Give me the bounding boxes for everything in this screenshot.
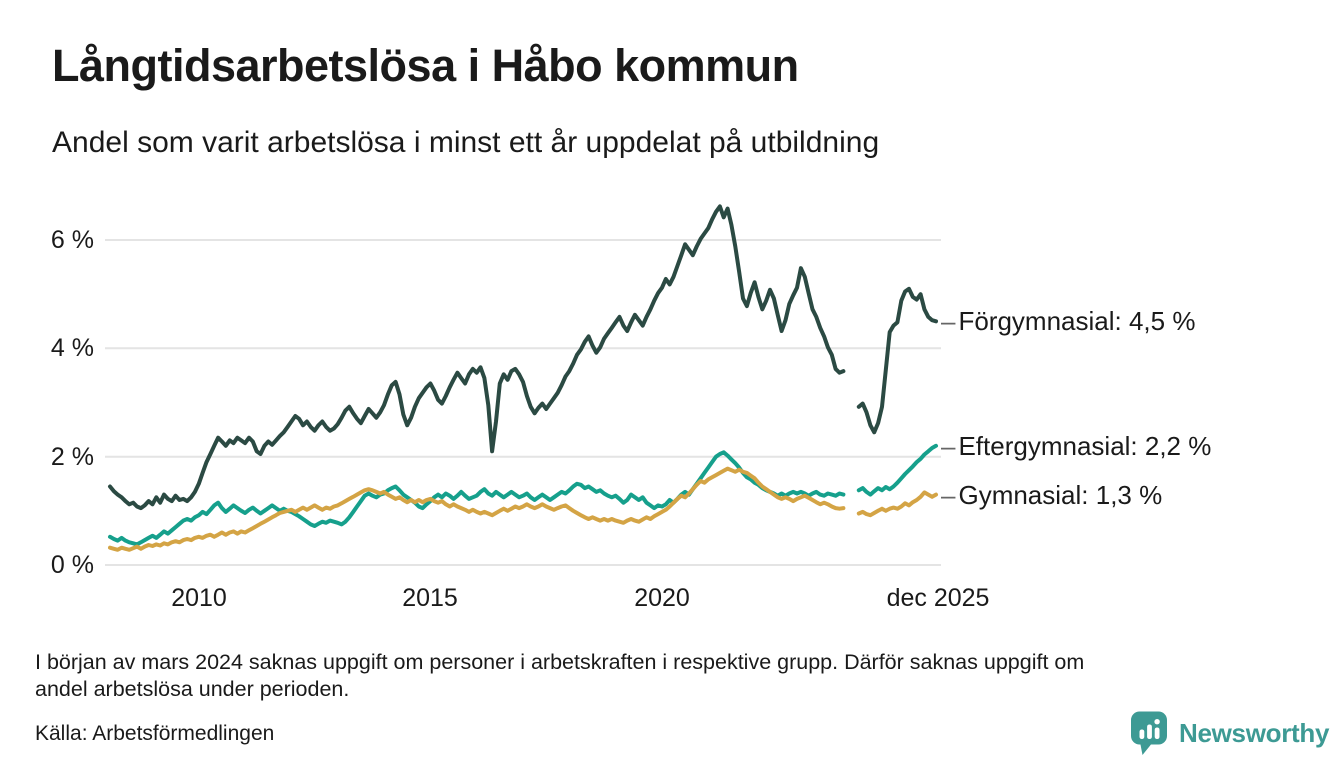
label-connector-dash: –	[941, 431, 956, 461]
newsworthy-wordmark: Newsworthy	[1179, 717, 1330, 748]
footnote-line-2: andel arbetslösa under perioden.	[35, 677, 350, 701]
y-tick-4: 4 %	[50, 334, 94, 362]
series-label-forgymnasial: – Förgymnasial: 4,5 %	[941, 305, 1195, 337]
page-title: Långtidsarbetslösa i Håbo kommun	[52, 40, 799, 91]
footnote-line-1: I början av mars 2024 saknas uppgift om …	[35, 650, 1085, 674]
label-connector-dash: –	[941, 480, 956, 510]
series-label-eftergymnasial: – Eftergymnasial: 2,2 %	[941, 430, 1211, 462]
series-label-text: Gymnasial: 1,3 %	[958, 480, 1163, 510]
newsworthy-bubble-chart-icon	[1131, 711, 1167, 755]
x-tick-2020: 2020	[634, 584, 690, 612]
line-forgymnasial	[108, 204, 938, 511]
label-connector-dash: –	[941, 306, 956, 336]
x-tick-2010: 2010	[171, 584, 227, 612]
y-tick-2: 2 %	[50, 443, 94, 471]
x-tick-dec-2025: dec 2025	[886, 584, 990, 612]
source-attribution: Källa: Arbetsförmedlingen	[35, 722, 275, 745]
y-tick-6: 6 %	[50, 226, 94, 254]
newsworthy-logo: Newsworthy	[1128, 710, 1329, 756]
series-label-text: Eftergymnasial: 2,2 %	[958, 431, 1212, 461]
series-label-text: Förgymnasial: 4,5 %	[958, 306, 1196, 336]
footnote: I början av mars 2024 saknas uppgift om …	[35, 649, 1084, 703]
y-tick-0: 0 %	[50, 551, 94, 579]
line-gymnasial	[108, 466, 938, 552]
x-tick-2015: 2015	[402, 584, 458, 612]
series-label-gymnasial: – Gymnasial: 1,3 %	[941, 479, 1162, 511]
line-eftergymnasial	[108, 443, 938, 547]
page-subtitle: Andel som varit arbetslösa i minst ett å…	[52, 126, 880, 159]
